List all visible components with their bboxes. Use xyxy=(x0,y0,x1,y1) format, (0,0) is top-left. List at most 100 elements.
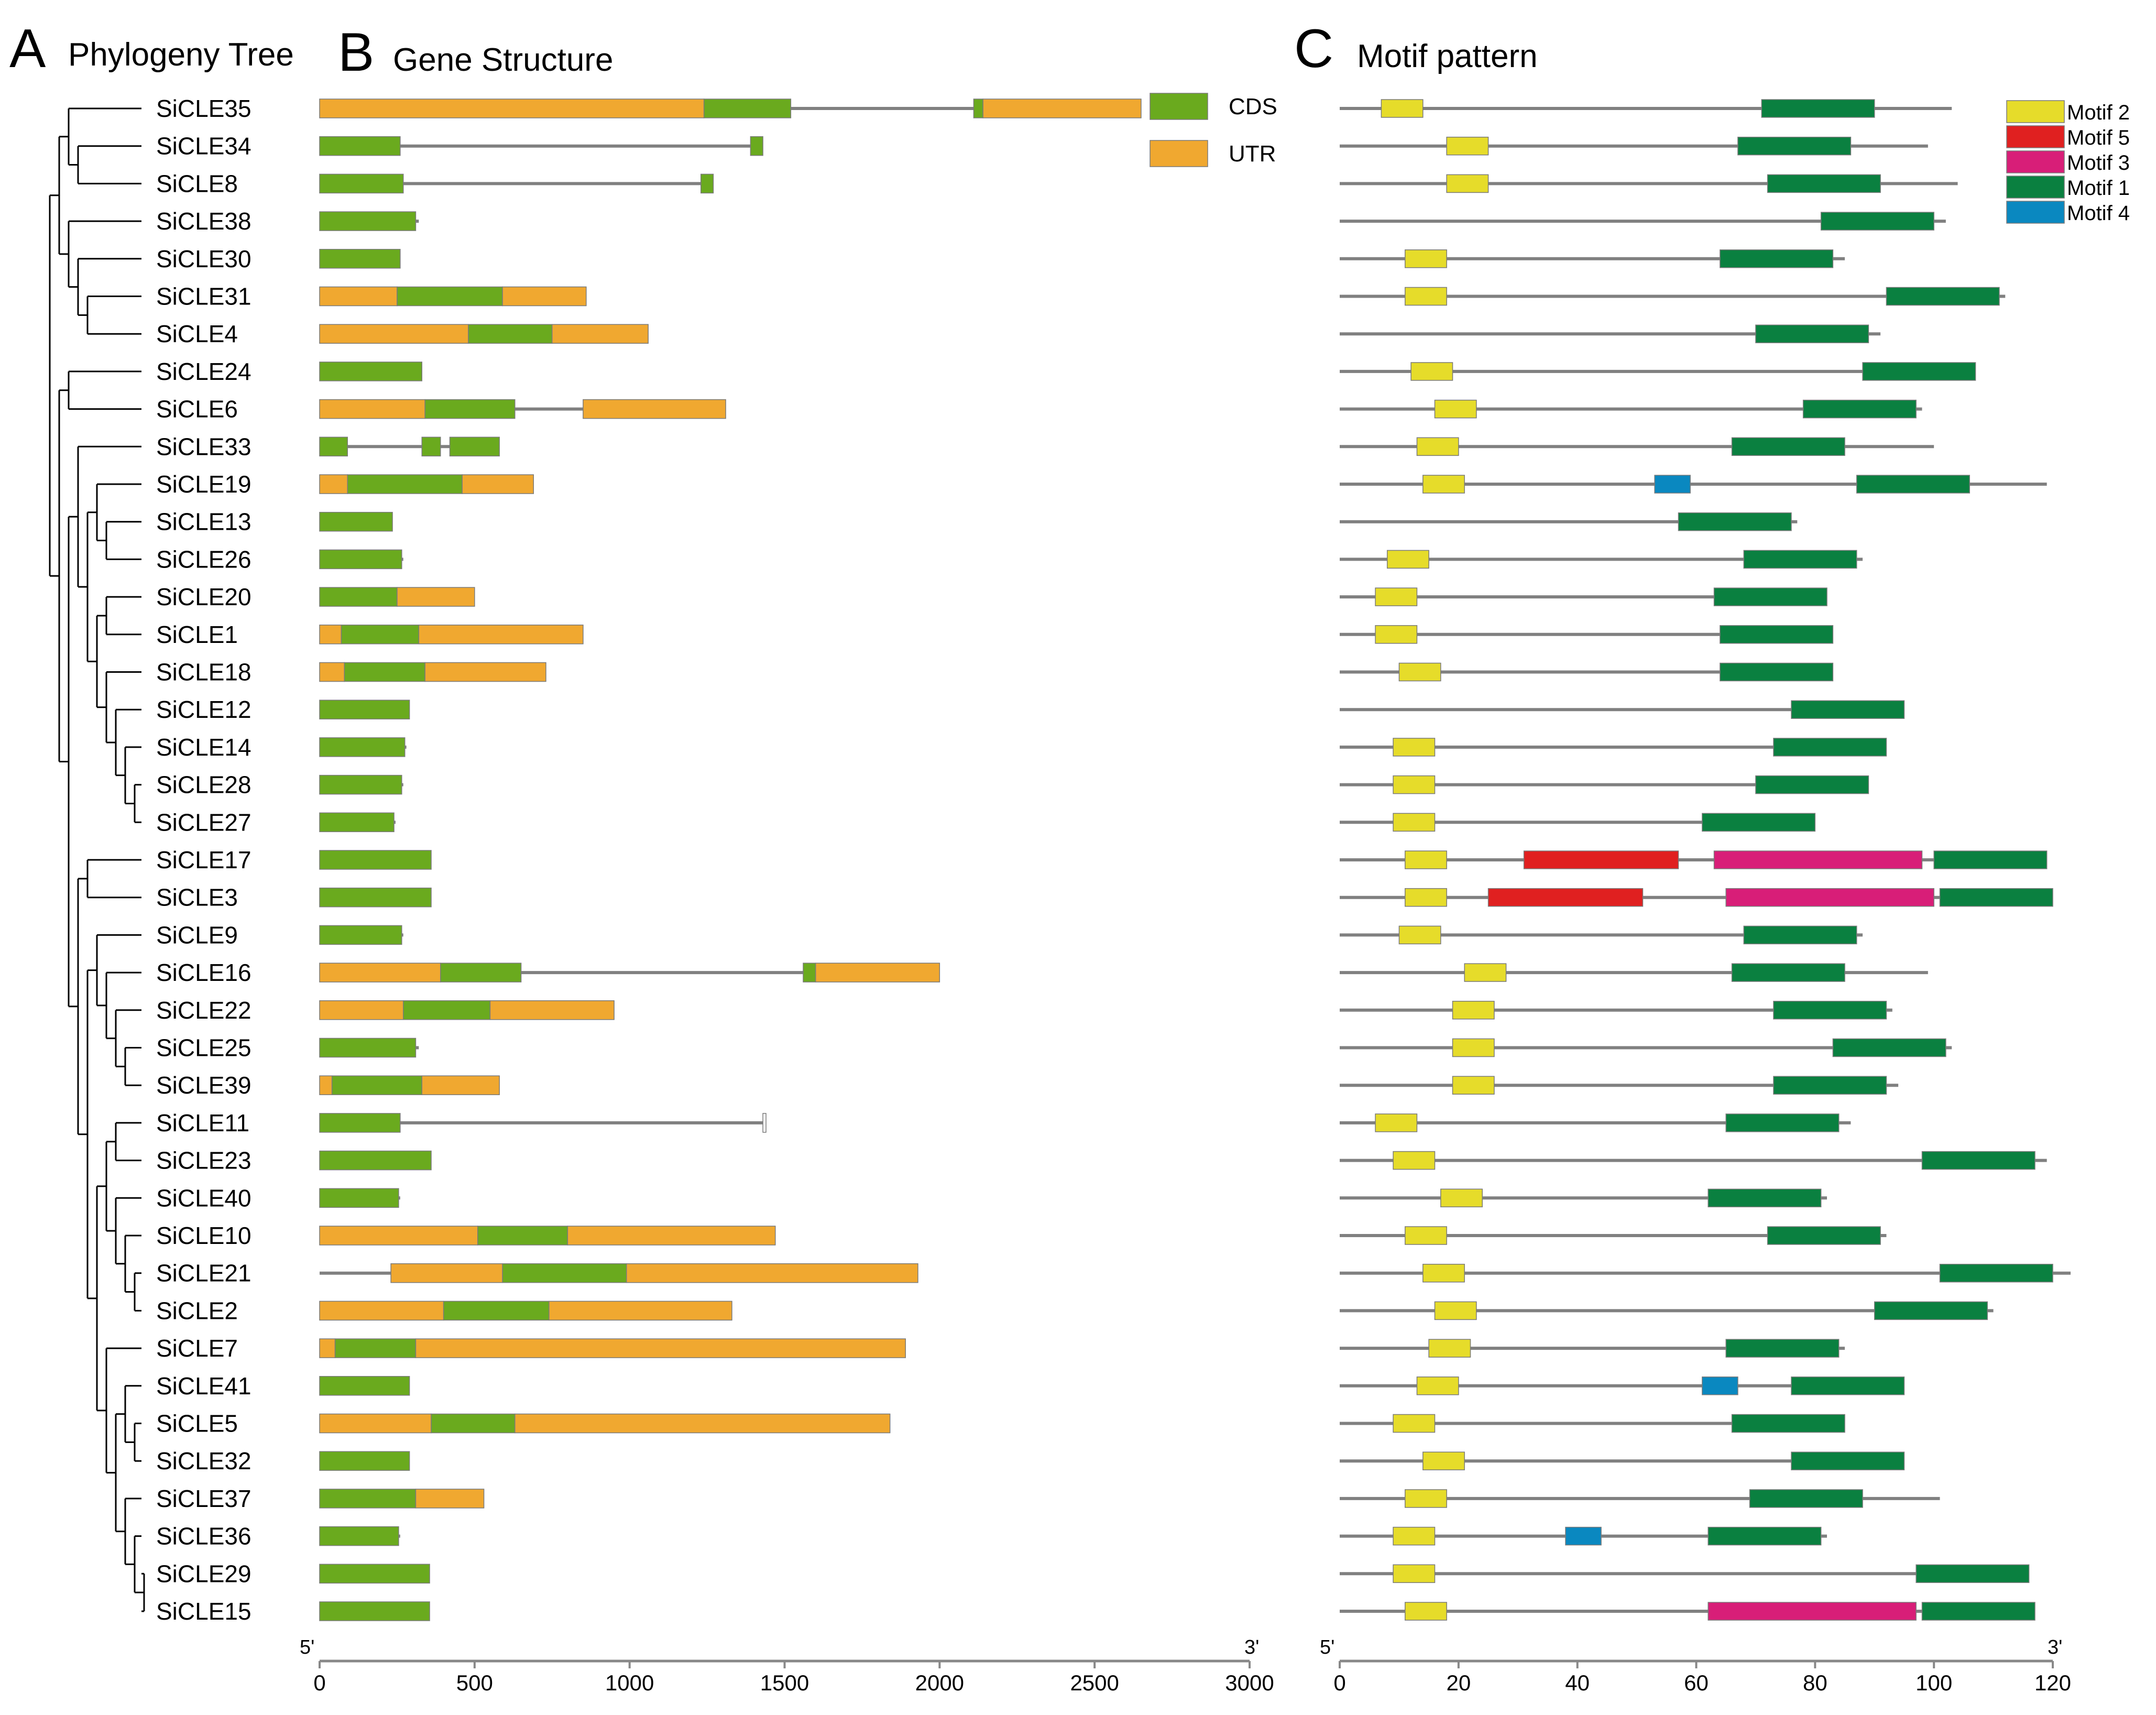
utr-segment-SiCLE7-0 xyxy=(319,1338,336,1358)
gene-labels: SiCLE35 SiCLE34 SiCLE8 SiCLE38 SiCLE30 SiCLE3… xyxy=(156,95,251,1625)
utr-segment-SiCLE21-2 xyxy=(626,1263,918,1283)
gene-label-SiCLE32: SiCLE32 xyxy=(156,1447,251,1474)
gene-label-SiCLE10: SiCLE10 xyxy=(156,1222,251,1249)
utr-segment-SiCLE10-2 xyxy=(567,1226,776,1246)
gene-label-SiCLE38: SiCLE38 xyxy=(156,207,251,235)
structure-axis-tick-label-3000: 3000 xyxy=(1225,1670,1274,1695)
gene-label-SiCLE37: SiCLE37 xyxy=(156,1485,251,1512)
gene-label-SiCLE25: SiCLE25 xyxy=(156,1034,251,1062)
motif-1-box-SiCLE13-0 xyxy=(1678,512,1792,531)
cds-segment-SiCLE36-0 xyxy=(319,1526,399,1546)
panel-c-title: Motif pattern xyxy=(1357,38,1538,74)
legend-swatch-motif-4 xyxy=(2006,201,2065,224)
gene-label-SiCLE20: SiCLE20 xyxy=(156,583,251,610)
motif-1-box-SiCLE25-1 xyxy=(1832,1038,1946,1057)
motif-2-box-SiCLE41-0 xyxy=(1416,1377,1459,1395)
motif-1-box-SiCLE3-3 xyxy=(1939,888,2053,907)
cds-segment-SiCLE22-1 xyxy=(403,1000,491,1020)
gene-label-SiCLE13: SiCLE13 xyxy=(156,508,251,536)
cds-segment-SiCLE9-0 xyxy=(319,925,402,945)
motif-2-box-SiCLE29-0 xyxy=(1393,1564,1436,1583)
utr-segment-SiCLE10-0 xyxy=(319,1226,478,1246)
cds-segment-SiCLE32-0 xyxy=(319,1451,410,1471)
gene-label-SiCLE7: SiCLE7 xyxy=(156,1335,238,1362)
structure-axis-tick-label-1500: 1500 xyxy=(760,1670,809,1695)
legend-label-cds: CDS xyxy=(1229,94,1277,119)
utr-segment-SiCLE18-2 xyxy=(424,662,546,682)
motif-1-box-SiCLE17-3 xyxy=(1933,850,2048,869)
cds-segment-SiCLE10-1 xyxy=(477,1226,568,1246)
gene-label-SiCLE8: SiCLE8 xyxy=(156,170,238,197)
cds-segment-SiCLE13-0 xyxy=(319,511,393,532)
motif-1-box-SiCLE22-1 xyxy=(1773,1001,1887,1020)
motif-2-box-SiCLE7-0 xyxy=(1428,1339,1471,1358)
motif-2-box-SiCLE40-0 xyxy=(1440,1188,1483,1208)
motif-2-box-SiCLE2-0 xyxy=(1434,1301,1477,1320)
cds-segment-SiCLE38-0 xyxy=(319,211,417,231)
motif-2-box-SiCLE15-0 xyxy=(1405,1602,1447,1621)
gene-label-SiCLE4: SiCLE4 xyxy=(156,320,238,347)
panel-c-letter: C xyxy=(1294,18,1333,79)
cds-segment-SiCLE37-0 xyxy=(319,1489,417,1509)
structure-5prime-label: 5' xyxy=(300,1636,314,1658)
motif-1-box-SiCLE10-1 xyxy=(1767,1226,1881,1245)
gene-label-SiCLE35: SiCLE35 xyxy=(156,95,251,122)
motif-2-box-SiCLE33-0 xyxy=(1416,437,1459,456)
motif-1-box-SiCLE1-1 xyxy=(1720,625,1834,644)
utr-segment-SiCLE1-0 xyxy=(319,625,342,645)
gene-label-SiCLE31: SiCLE31 xyxy=(156,283,251,310)
gene-label-SiCLE5: SiCLE5 xyxy=(156,1410,238,1437)
phylogeny-tree xyxy=(49,107,145,1612)
motif-2-box-SiCLE26-0 xyxy=(1386,550,1429,569)
motif-2-box-SiCLE14-0 xyxy=(1393,738,1436,757)
gene-label-SiCLE23: SiCLE23 xyxy=(156,1147,251,1174)
legend-swatch-motif-2 xyxy=(2006,100,2065,123)
motif-axis-tick-label-60: 60 xyxy=(1684,1670,1709,1695)
motif-1-box-SiCLE41-2 xyxy=(1791,1377,1905,1395)
utr-segment-SiCLE6-2 xyxy=(583,399,726,419)
cds-segment-SiCLE7-1 xyxy=(334,1338,417,1358)
motif-3-box-SiCLE17-2 xyxy=(1713,850,1923,869)
motif-1-box-SiCLE15-2 xyxy=(1921,1602,2035,1621)
utr-segment-SiCLE19-2 xyxy=(462,474,534,494)
motif-1-box-SiCLE32-1 xyxy=(1791,1451,1905,1470)
motif-3-box-SiCLE3-2 xyxy=(1725,888,1934,907)
cds-segment-SiCLE23-0 xyxy=(319,1150,432,1171)
panel-b-title: Gene Structure xyxy=(393,42,613,78)
cds-segment-SiCLE39-1 xyxy=(331,1075,423,1095)
legend-label-motif-5: Motif 5 xyxy=(2067,126,2130,149)
cds-segment-SiCLE6-1 xyxy=(424,399,516,419)
motif-2-box-SiCLE25-0 xyxy=(1452,1038,1495,1057)
panel-b-letter: B xyxy=(338,22,374,83)
exon-segment-SiCLE11-1 xyxy=(762,1113,767,1133)
utr-segment-SiCLE37-1 xyxy=(415,1489,485,1509)
cds-segment-SiCLE34-1 xyxy=(750,136,763,156)
legend-swatch-motif-3 xyxy=(2006,150,2065,173)
motif-2-box-SiCLE3-0 xyxy=(1405,888,1447,907)
cds-segment-SiCLE4-1 xyxy=(468,324,553,344)
cds-segment-SiCLE16-2 xyxy=(803,963,816,982)
utr-segment-SiCLE31-0 xyxy=(319,286,398,307)
utr-segment-SiCLE35-0 xyxy=(319,99,705,118)
motif-1-box-SiCLE21-1 xyxy=(1939,1263,2053,1283)
cds-segment-SiCLE17-0 xyxy=(319,850,432,870)
motif-2-box-SiCLE16-0 xyxy=(1464,963,1507,982)
gene-label-SiCLE22: SiCLE22 xyxy=(156,997,251,1024)
legend-label-motif-3: Motif 3 xyxy=(2067,151,2130,174)
motif-3-box-SiCLE15-1 xyxy=(1708,1602,1917,1621)
motif-1-box-SiCLE19-2 xyxy=(1856,475,1970,494)
motif-axis-tick-label-20: 20 xyxy=(1446,1670,1471,1695)
motif-1-box-SiCLE37-1 xyxy=(1749,1489,1863,1508)
cds-segment-SiCLE35-2 xyxy=(973,99,983,118)
utr-segment-SiCLE2-0 xyxy=(319,1301,444,1321)
gene-label-SiCLE12: SiCLE12 xyxy=(156,696,251,723)
legend-swatch-utr xyxy=(1150,140,1208,167)
cds-segment-SiCLE40-0 xyxy=(319,1188,399,1208)
legend-swatch-motif-1 xyxy=(2006,176,2065,199)
gene-label-SiCLE1: SiCLE1 xyxy=(156,621,238,648)
motif-2-box-SiCLE19-0 xyxy=(1422,475,1465,494)
legend-label-utr: UTR xyxy=(1229,141,1276,167)
motif-1-box-SiCLE31-1 xyxy=(1886,287,2000,306)
motif-2-box-SiCLE31-0 xyxy=(1405,287,1447,306)
motif-2-box-SiCLE37-0 xyxy=(1405,1489,1447,1508)
